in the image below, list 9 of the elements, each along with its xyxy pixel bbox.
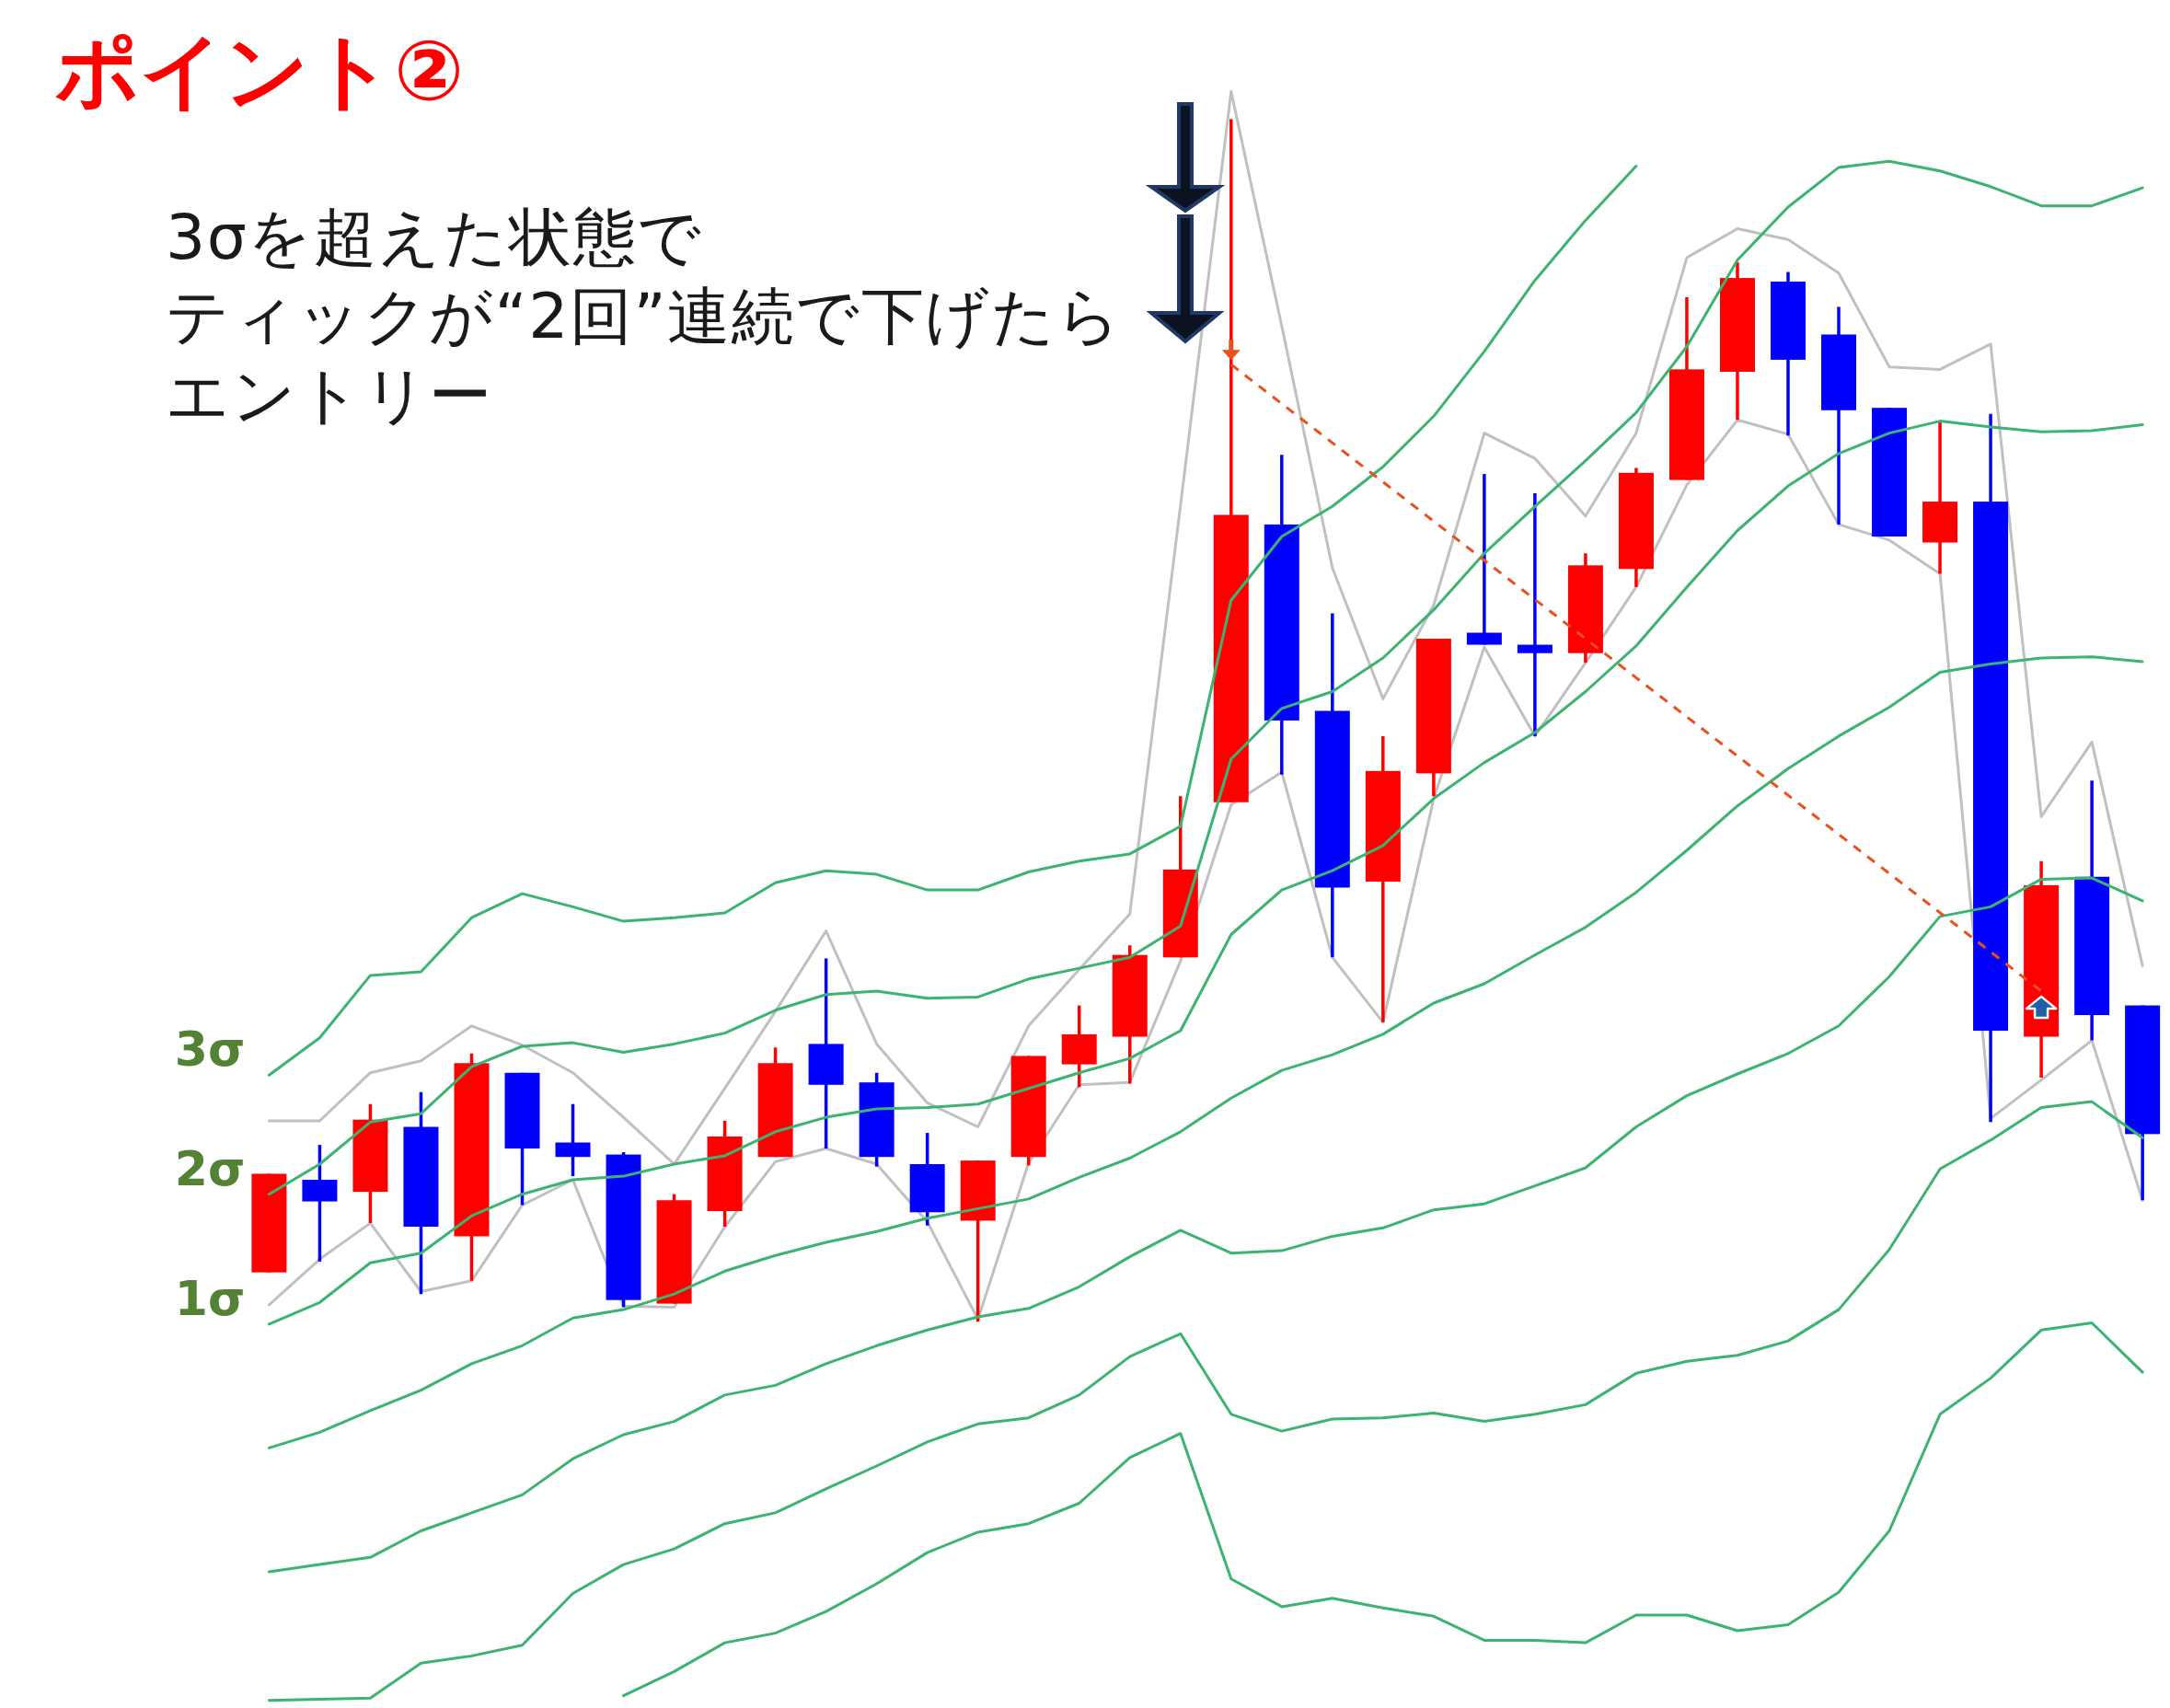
annotation: ティックが“2回”連続で下げたら <box>166 280 1123 352</box>
chart-title: ポイント② <box>55 22 465 119</box>
candlestick <box>1517 492 1552 736</box>
annotation: 3σを超えた状態で <box>166 201 703 273</box>
candlestick <box>1466 474 1502 645</box>
series-label: 2σ <box>174 1140 246 1196</box>
series-label: 1σ <box>174 1270 246 1326</box>
series-label: 3σ <box>174 1021 246 1078</box>
annotation: エントリー <box>166 359 493 432</box>
